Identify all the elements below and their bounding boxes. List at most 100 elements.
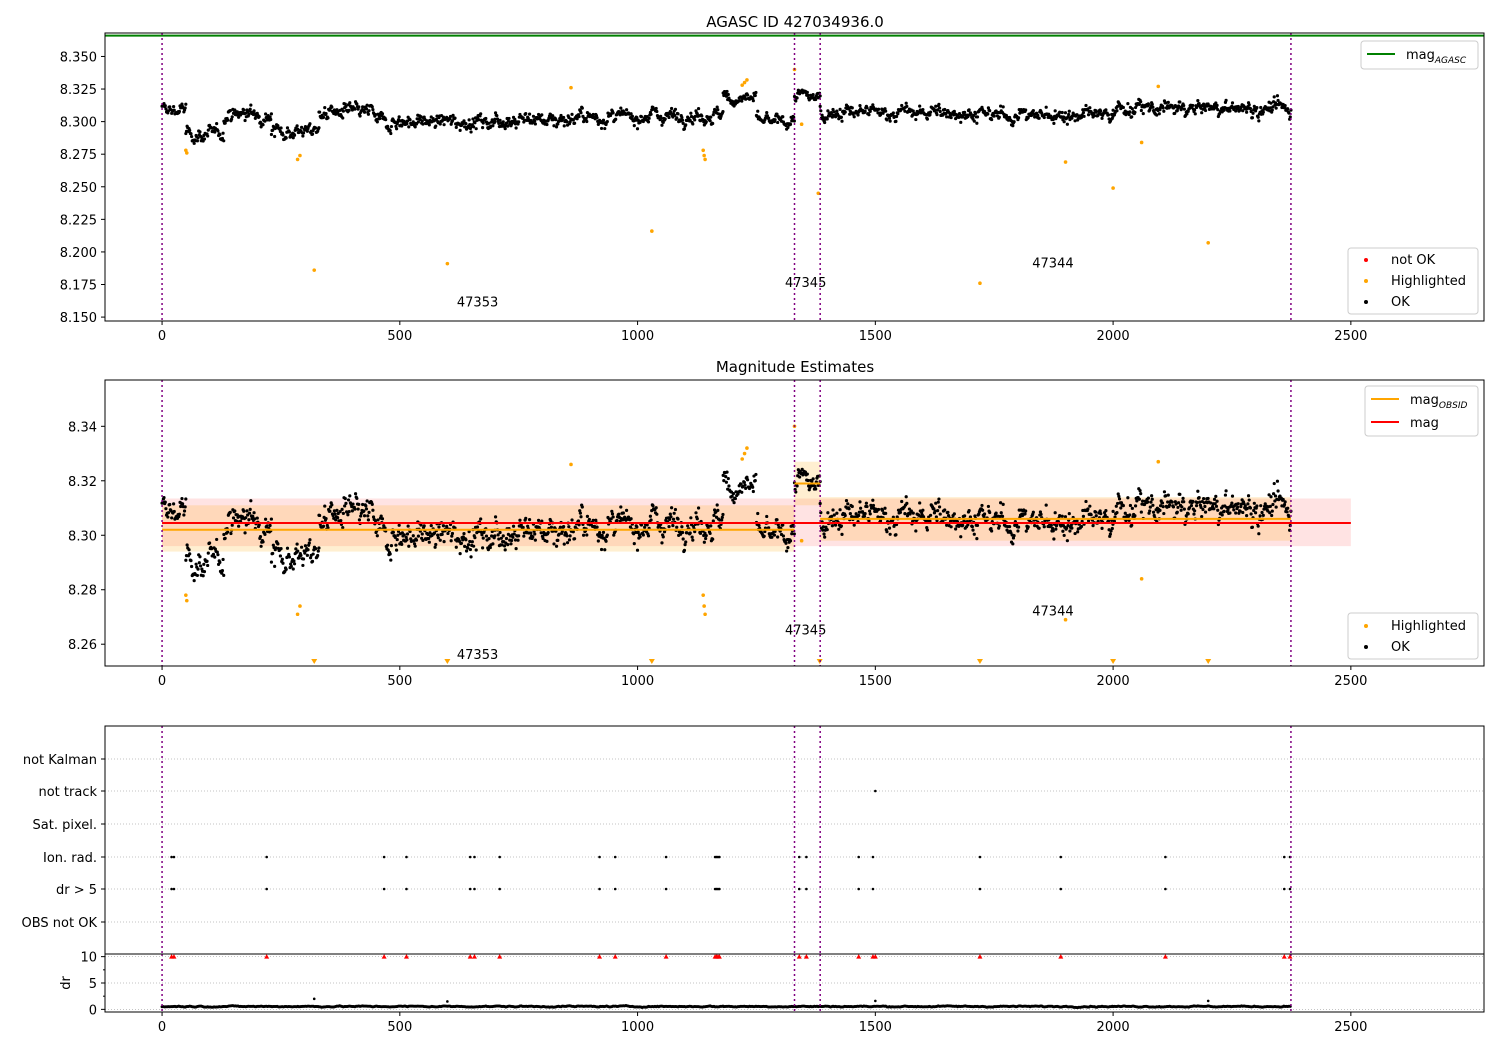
ok-point <box>880 508 885 512</box>
ok-point <box>696 506 701 510</box>
ok-point <box>190 564 194 569</box>
ok-point <box>395 537 399 542</box>
ok-point <box>667 524 671 529</box>
ok-point <box>516 538 520 542</box>
ok-point <box>379 514 383 518</box>
ok-point <box>1106 519 1111 523</box>
ok-point <box>696 106 701 111</box>
ok-point <box>646 534 651 538</box>
ok-point <box>1141 499 1145 503</box>
ok-point <box>673 113 677 118</box>
ok-point <box>281 561 285 565</box>
ok-point <box>688 118 692 123</box>
ok-point <box>756 511 760 516</box>
ok-point <box>843 513 847 518</box>
ok-point <box>726 476 730 481</box>
ok-point <box>585 119 589 124</box>
ok-point <box>846 502 850 506</box>
ok-point <box>1270 513 1274 518</box>
ok-point <box>975 121 979 125</box>
ok-point <box>690 535 694 539</box>
ok-point <box>788 122 793 126</box>
ok-point <box>839 524 843 528</box>
ok-point <box>1024 108 1028 112</box>
ok-point <box>591 518 595 522</box>
ok-point <box>610 509 614 513</box>
ok-point <box>244 516 248 520</box>
ok-point <box>1151 105 1155 109</box>
ok-point <box>493 117 497 121</box>
ok-point <box>825 528 829 532</box>
highlighted-point <box>1139 577 1144 581</box>
ok-point <box>963 110 967 114</box>
ok-point <box>673 107 678 111</box>
ok-point <box>567 525 571 529</box>
ok-point <box>177 512 181 516</box>
ok-point <box>506 124 510 128</box>
ok-point <box>585 533 589 537</box>
ok-point <box>952 512 956 516</box>
ok-point <box>1230 494 1235 498</box>
ok-point <box>223 536 227 540</box>
ok-point <box>792 119 796 123</box>
ok-point <box>1261 110 1265 114</box>
ok-point <box>207 541 212 545</box>
highlighted-point <box>1111 186 1115 190</box>
ok-point <box>691 122 695 126</box>
ok-point <box>720 515 724 520</box>
ok-point <box>347 108 351 112</box>
ok-point <box>172 108 176 112</box>
ok-point <box>689 111 693 115</box>
y-tick-label: 5 <box>89 977 97 992</box>
ok-point <box>891 111 895 115</box>
dr-clipped-marker <box>1162 954 1168 959</box>
ok-point <box>427 123 431 127</box>
ok-point <box>603 548 607 552</box>
ok-point <box>1115 510 1119 515</box>
ok-point <box>1086 519 1091 523</box>
ok-point <box>1079 524 1084 529</box>
ok-point <box>1094 510 1098 514</box>
ok-point <box>1272 95 1276 99</box>
ok-point <box>943 107 947 112</box>
flag-point <box>405 855 408 859</box>
ok-point <box>166 515 170 519</box>
ok-point <box>876 107 881 111</box>
ok-point <box>269 517 273 521</box>
ok-point <box>821 525 825 529</box>
ok-point <box>1239 502 1244 506</box>
x-tick-label: 0 <box>158 1020 166 1035</box>
ok-point <box>394 548 399 552</box>
ok-point <box>472 125 476 129</box>
ok-point <box>1016 525 1021 529</box>
ok-point <box>402 533 406 537</box>
ok-point <box>397 115 401 119</box>
highlighted-point <box>702 153 706 158</box>
ok-point <box>1139 108 1143 113</box>
ok-point <box>835 511 839 515</box>
ok-point <box>1256 524 1260 528</box>
ok-point <box>654 106 658 111</box>
ok-point <box>1116 492 1120 496</box>
ok-point <box>1067 112 1071 117</box>
dr-clipped-marker <box>1287 954 1293 959</box>
ok-point <box>394 127 399 131</box>
ok-point <box>1269 495 1273 499</box>
ok-point <box>362 509 366 513</box>
ok-point <box>491 542 495 546</box>
ok-point <box>416 120 421 124</box>
ok-point <box>526 524 530 528</box>
ok-point <box>1123 511 1127 515</box>
ok-point <box>1216 108 1220 112</box>
agasc-panel: AGASC ID 427034936.0 0 500 1000 1500 2000 250… <box>60 13 1485 344</box>
ok-point <box>1182 107 1186 111</box>
ok-point <box>197 561 201 565</box>
flag-point <box>172 887 176 891</box>
ok-point <box>276 542 280 546</box>
ok-point <box>1142 502 1147 507</box>
ok-point <box>487 121 491 125</box>
x-tick-label: 2500 <box>1334 674 1367 689</box>
flag-point <box>172 855 176 859</box>
ok-point <box>292 133 297 137</box>
